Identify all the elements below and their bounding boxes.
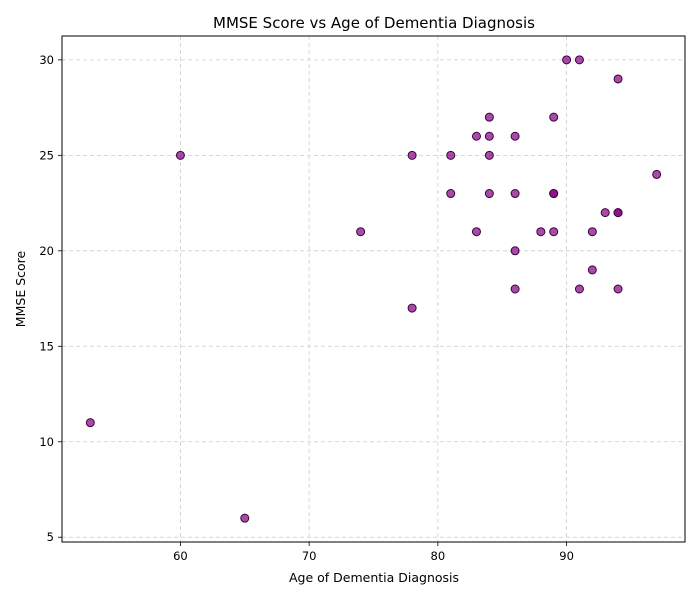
y-tick-label: 15 [39, 339, 54, 353]
data-point [549, 112, 559, 122]
data-point [574, 55, 584, 65]
data-point [600, 208, 610, 218]
data-point [484, 131, 494, 141]
y-tick-label: 30 [39, 53, 54, 67]
data-point [613, 74, 623, 84]
data-point [562, 55, 572, 65]
y-tick-label: 5 [47, 530, 54, 544]
data-point [471, 227, 481, 237]
data-point [587, 265, 597, 275]
data-points [85, 55, 662, 523]
data-point [574, 284, 584, 294]
data-point [510, 131, 520, 141]
data-point [484, 189, 494, 199]
data-point [613, 284, 623, 294]
y-tick-label: 10 [39, 435, 54, 449]
grid-lines [62, 36, 685, 542]
data-point [446, 150, 456, 160]
data-point [85, 418, 95, 428]
data-point [407, 150, 417, 160]
y-tick-label: 20 [39, 244, 54, 258]
axis-ticks: 60 70 80 90 5 10 15 20 25 30 [39, 53, 574, 563]
x-tick-label: 90 [559, 549, 574, 563]
data-point [484, 112, 494, 122]
data-point [471, 131, 481, 141]
y-tick-label: 25 [39, 148, 54, 162]
plot-area-frame [61, 35, 686, 543]
data-point [484, 150, 494, 160]
x-tick-label: 60 [173, 549, 188, 563]
data-point [407, 303, 417, 313]
x-axis-label: Age of Dementia Diagnosis [289, 570, 459, 585]
data-point [510, 246, 520, 256]
x-tick-label: 80 [431, 549, 446, 563]
data-point [510, 189, 520, 199]
x-tick-label: 70 [302, 549, 317, 563]
data-point [652, 169, 662, 179]
data-point [549, 189, 559, 199]
data-point [549, 227, 559, 237]
data-point [240, 513, 250, 523]
data-point [446, 189, 456, 199]
y-axis-label: MMSE Score [13, 251, 28, 328]
data-point [356, 227, 366, 237]
data-point [536, 227, 546, 237]
data-point [613, 208, 623, 218]
chart-title: MMSE Score vs Age of Dementia Diagnosis [213, 14, 535, 32]
data-point [510, 284, 520, 294]
data-point [587, 227, 597, 237]
data-point [175, 150, 185, 160]
